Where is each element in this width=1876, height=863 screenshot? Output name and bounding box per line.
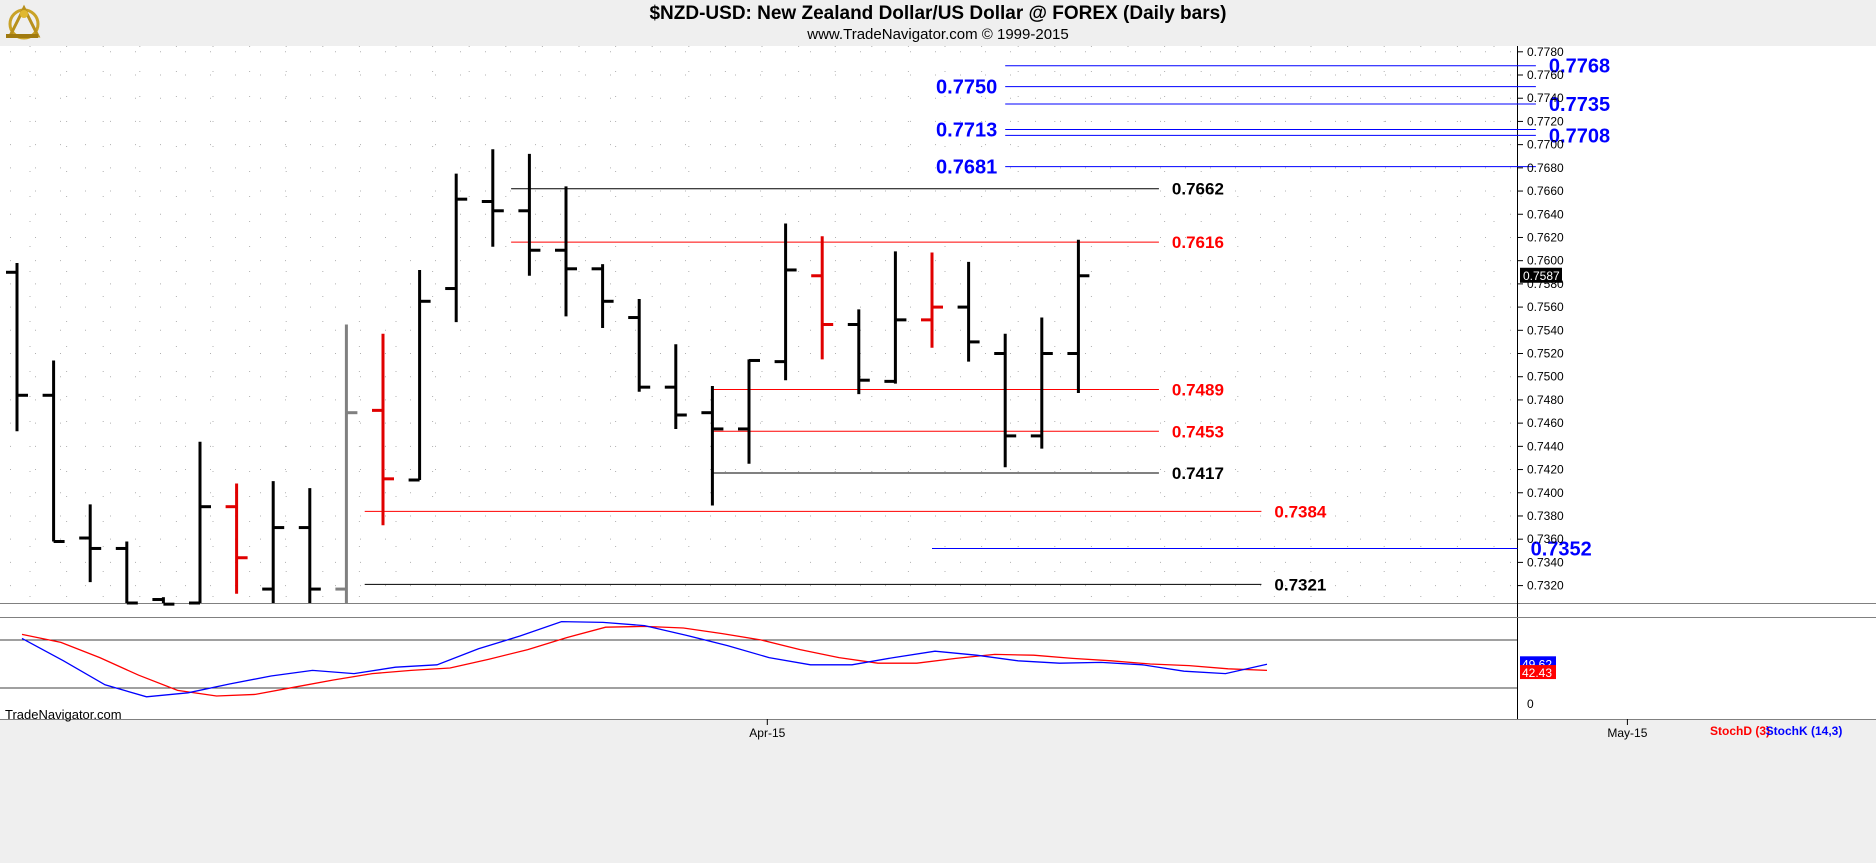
y-tick-label: 0.7500 bbox=[1527, 370, 1564, 384]
level-label: 0.7662 bbox=[1172, 180, 1224, 199]
level-label: 0.7417 bbox=[1172, 464, 1224, 483]
level-label: 0.7384 bbox=[1274, 502, 1327, 521]
level-label: 0.7768 bbox=[1549, 56, 1610, 78]
level-label: 0.7616 bbox=[1172, 233, 1224, 252]
x-tick-label: May-15 bbox=[1607, 726, 1647, 740]
x-tick-label: Apr-15 bbox=[749, 726, 785, 740]
ohlc-bar bbox=[1030, 317, 1053, 449]
ohlc-bar bbox=[774, 223, 797, 381]
watermark: TradeNavigator.com bbox=[5, 707, 122, 722]
stoch-tick-label: 0 bbox=[1527, 697, 1534, 711]
level-label: 0.7750 bbox=[936, 77, 997, 99]
price-axis: 0.7320 0.7340 0.7360 0.7380 0.7400 0.7420 0.74… bbox=[1517, 45, 1564, 593]
ohlc-bar bbox=[1067, 239, 1090, 393]
ohlc-bar bbox=[372, 333, 394, 526]
level-label: 0.7713 bbox=[936, 120, 997, 142]
ohlc-bar bbox=[664, 344, 687, 429]
y-tick-label: 0.7400 bbox=[1527, 486, 1564, 500]
price-grid bbox=[0, 46, 1876, 719]
ohlc-bar bbox=[262, 481, 285, 603]
ohlc-bar bbox=[408, 269, 431, 482]
y-tick-label: 0.7780 bbox=[1527, 45, 1564, 59]
y-tick-label: 0.7700 bbox=[1527, 138, 1564, 152]
ohlc-bar bbox=[555, 186, 577, 317]
ohlc-bar bbox=[115, 541, 138, 605]
last-price-label: 0.7587 bbox=[1523, 269, 1560, 283]
y-tick-label: 0.7380 bbox=[1527, 509, 1564, 523]
price-levels: 0.7768 0.7750 0.7735 0.7713 0.7708 0.7681 0.76… bbox=[364, 56, 1610, 594]
ohlc-bar bbox=[738, 358, 760, 464]
ohlc-bar bbox=[152, 597, 175, 606]
ohlc-bar bbox=[79, 504, 102, 583]
y-tick-label: 0.7320 bbox=[1527, 579, 1564, 593]
y-tick-label: 0.7600 bbox=[1527, 254, 1564, 268]
chart-header: $NZD-USD: New Zealand Dollar/US Dollar @… bbox=[0, 0, 1876, 46]
ohlc-bar bbox=[701, 386, 724, 506]
level-label: 0.7453 bbox=[1172, 422, 1224, 441]
ohlc-bar bbox=[628, 298, 651, 392]
stochastic-grid: 0 bbox=[0, 617, 1876, 720]
y-tick-label: 0.7560 bbox=[1527, 300, 1564, 314]
ohlc-bar bbox=[445, 173, 468, 323]
ohlc-bar bbox=[481, 149, 504, 247]
y-tick-label: 0.7460 bbox=[1527, 416, 1564, 430]
chart-title: $NZD-USD: New Zealand Dollar/US Dollar @… bbox=[649, 3, 1227, 24]
stoch-line bbox=[21, 625, 1268, 697]
y-tick-label: 0.7760 bbox=[1527, 68, 1564, 82]
level-label: 0.7681 bbox=[936, 157, 997, 179]
ohlc-bar bbox=[335, 324, 358, 603]
y-tick-label: 0.7720 bbox=[1527, 114, 1564, 128]
ohlc-bar bbox=[921, 252, 943, 348]
ohlc-bar bbox=[591, 264, 614, 328]
ohlc-bar bbox=[884, 251, 907, 384]
stochd-value: 42.43 bbox=[1522, 666, 1552, 680]
legend-stochd: StochD (3) bbox=[1710, 724, 1770, 738]
ohlc-bar bbox=[225, 483, 248, 594]
level-label: 0.7352 bbox=[1531, 538, 1592, 560]
ohlc-bar bbox=[518, 153, 541, 276]
ohlc-bar bbox=[811, 236, 834, 360]
last-price-box bbox=[1520, 267, 1562, 283]
y-tick-label: 0.7680 bbox=[1527, 161, 1564, 175]
y-tick-label: 0.7620 bbox=[1527, 230, 1564, 244]
level-label: 0.7321 bbox=[1274, 575, 1326, 594]
y-tick-label: 0.7340 bbox=[1527, 555, 1564, 569]
y-tick-label: 0.7640 bbox=[1527, 207, 1564, 221]
date-axis-bg bbox=[0, 720, 1876, 863]
ohlc-bar bbox=[6, 262, 28, 432]
y-tick-label: 0.7740 bbox=[1527, 91, 1564, 105]
ohlc-bar bbox=[847, 309, 870, 395]
level-label: 0.7735 bbox=[1549, 94, 1610, 116]
price-pane bbox=[0, 46, 1876, 604]
ohlc-bar bbox=[42, 360, 65, 543]
ohlc-bar bbox=[957, 261, 980, 362]
y-tick-label: 0.7440 bbox=[1527, 439, 1564, 453]
y-tick-label: 0.7540 bbox=[1527, 323, 1564, 337]
stochd-value-box bbox=[1520, 665, 1556, 680]
stoch-line bbox=[21, 620, 1268, 698]
price-bars bbox=[6, 149, 1090, 606]
ohlc-bar bbox=[189, 441, 211, 605]
ohlc-bar bbox=[298, 488, 321, 603]
date-axis: Apr-15 May-15 bbox=[0, 719, 1876, 863]
level-label: 0.7708 bbox=[1549, 125, 1610, 147]
sextant-logo-icon bbox=[6, 4, 41, 40]
ohlc-bar bbox=[994, 333, 1017, 468]
chart-subtitle: www.TradeNavigator.com © 1999-2015 bbox=[807, 26, 1069, 43]
y-tick-label: 0.7660 bbox=[1527, 184, 1564, 198]
y-tick-label: 0.7520 bbox=[1527, 347, 1564, 361]
y-tick-label: 0.7480 bbox=[1527, 393, 1564, 407]
level-label: 0.7489 bbox=[1172, 380, 1224, 399]
y-tick-label: 0.7420 bbox=[1527, 463, 1564, 477]
y-tick-label: 0.7360 bbox=[1527, 532, 1564, 546]
legend-stochk: StochK (14,3) bbox=[1766, 724, 1843, 738]
